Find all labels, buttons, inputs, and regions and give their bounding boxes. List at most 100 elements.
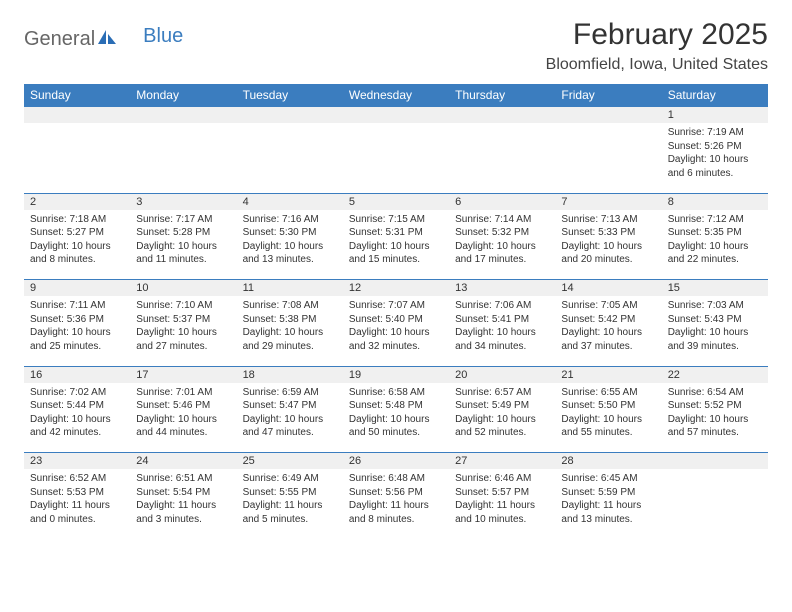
sunrise-text: Sunrise: 7:08 AM <box>243 299 337 313</box>
day-detail-cell: Sunrise: 6:54 AMSunset: 5:52 PMDaylight:… <box>662 383 768 453</box>
day-number-cell: 18 <box>237 366 343 383</box>
sunset-text: Sunset: 5:56 PM <box>349 486 443 500</box>
day-number-cell: 10 <box>130 280 236 297</box>
location-text: Bloomfield, Iowa, United States <box>546 56 768 74</box>
daylight-text: Daylight: 10 hours and 32 minutes. <box>349 326 443 353</box>
day-number-cell: 20 <box>449 366 555 383</box>
sunset-text: Sunset: 5:50 PM <box>561 399 655 413</box>
daylight-text: Daylight: 10 hours and 27 minutes. <box>136 326 230 353</box>
day-detail-cell: Sunrise: 7:01 AMSunset: 5:46 PMDaylight:… <box>130 383 236 453</box>
calendar-table: SundayMondayTuesdayWednesdayThursdayFrid… <box>24 84 768 539</box>
day-detail-cell: Sunrise: 7:03 AMSunset: 5:43 PMDaylight:… <box>662 296 768 366</box>
sunset-text: Sunset: 5:44 PM <box>30 399 124 413</box>
day-detail-cell: Sunrise: 7:08 AMSunset: 5:38 PMDaylight:… <box>237 296 343 366</box>
daylight-text: Daylight: 10 hours and 29 minutes. <box>243 326 337 353</box>
daylight-text: Daylight: 11 hours and 3 minutes. <box>136 499 230 526</box>
day-number-cell: 13 <box>449 280 555 297</box>
sunrise-text: Sunrise: 6:58 AM <box>349 386 443 400</box>
day-number-row: 16171819202122 <box>24 366 768 383</box>
sunset-text: Sunset: 5:54 PM <box>136 486 230 500</box>
day-detail-row: Sunrise: 7:02 AMSunset: 5:44 PMDaylight:… <box>24 383 768 453</box>
day-detail-cell: Sunrise: 7:12 AMSunset: 5:35 PMDaylight:… <box>662 210 768 280</box>
day-detail-cell: Sunrise: 7:05 AMSunset: 5:42 PMDaylight:… <box>555 296 661 366</box>
day-detail-cell: Sunrise: 7:06 AMSunset: 5:41 PMDaylight:… <box>449 296 555 366</box>
day-detail-cell <box>24 123 130 193</box>
month-title: February 2025 <box>546 18 768 52</box>
calendar-head: SundayMondayTuesdayWednesdayThursdayFrid… <box>24 84 768 107</box>
day-number-cell <box>24 107 130 124</box>
logo: General Blue <box>24 28 183 51</box>
day-number-cell: 26 <box>343 453 449 470</box>
day-number-cell: 16 <box>24 366 130 383</box>
calendar-page: General Blue February 2025 Bloomfield, I… <box>0 0 792 563</box>
sunset-text: Sunset: 5:27 PM <box>30 226 124 240</box>
sunrise-text: Sunrise: 7:01 AM <box>136 386 230 400</box>
sunrise-text: Sunrise: 6:52 AM <box>30 472 124 486</box>
title-block: February 2025 Bloomfield, Iowa, United S… <box>546 18 768 74</box>
day-detail-cell: Sunrise: 6:51 AMSunset: 5:54 PMDaylight:… <box>130 469 236 539</box>
sunset-text: Sunset: 5:26 PM <box>668 140 762 154</box>
day-detail-cell: Sunrise: 6:52 AMSunset: 5:53 PMDaylight:… <box>24 469 130 539</box>
day-number-row: 232425262728 <box>24 453 768 470</box>
daylight-text: Daylight: 10 hours and 44 minutes. <box>136 413 230 440</box>
day-detail-cell <box>343 123 449 193</box>
sunset-text: Sunset: 5:48 PM <box>349 399 443 413</box>
sunrise-text: Sunrise: 7:15 AM <box>349 213 443 227</box>
sunrise-text: Sunrise: 7:13 AM <box>561 213 655 227</box>
day-header-cell: Sunday <box>24 84 130 107</box>
sunrise-text: Sunrise: 7:07 AM <box>349 299 443 313</box>
day-detail-cell: Sunrise: 6:49 AMSunset: 5:55 PMDaylight:… <box>237 469 343 539</box>
daylight-text: Daylight: 10 hours and 57 minutes. <box>668 413 762 440</box>
sunset-text: Sunset: 5:31 PM <box>349 226 443 240</box>
day-number-cell: 1 <box>662 107 768 124</box>
day-header-cell: Tuesday <box>237 84 343 107</box>
daylight-text: Daylight: 10 hours and 13 minutes. <box>243 240 337 267</box>
sunset-text: Sunset: 5:52 PM <box>668 399 762 413</box>
sunrise-text: Sunrise: 7:05 AM <box>561 299 655 313</box>
day-number-cell: 12 <box>343 280 449 297</box>
sunset-text: Sunset: 5:41 PM <box>455 313 549 327</box>
daylight-text: Daylight: 10 hours and 50 minutes. <box>349 413 443 440</box>
calendar-body: 1Sunrise: 7:19 AMSunset: 5:26 PMDaylight… <box>24 107 768 540</box>
day-detail-cell: Sunrise: 6:59 AMSunset: 5:47 PMDaylight:… <box>237 383 343 453</box>
day-number-cell <box>130 107 236 124</box>
day-detail-cell: Sunrise: 6:45 AMSunset: 5:59 PMDaylight:… <box>555 469 661 539</box>
day-detail-cell: Sunrise: 6:46 AMSunset: 5:57 PMDaylight:… <box>449 469 555 539</box>
daylight-text: Daylight: 10 hours and 11 minutes. <box>136 240 230 267</box>
sunrise-text: Sunrise: 7:17 AM <box>136 213 230 227</box>
sunset-text: Sunset: 5:43 PM <box>668 313 762 327</box>
daylight-text: Daylight: 10 hours and 39 minutes. <box>668 326 762 353</box>
daylight-text: Daylight: 11 hours and 5 minutes. <box>243 499 337 526</box>
day-detail-cell: Sunrise: 7:18 AMSunset: 5:27 PMDaylight:… <box>24 210 130 280</box>
logo-sail-icon <box>97 28 117 51</box>
sunrise-text: Sunrise: 6:49 AM <box>243 472 337 486</box>
logo-text-1: General <box>24 28 95 51</box>
day-detail-cell <box>449 123 555 193</box>
daylight-text: Daylight: 11 hours and 10 minutes. <box>455 499 549 526</box>
day-detail-cell: Sunrise: 7:07 AMSunset: 5:40 PMDaylight:… <box>343 296 449 366</box>
daylight-text: Daylight: 10 hours and 34 minutes. <box>455 326 549 353</box>
day-detail-cell: Sunrise: 6:48 AMSunset: 5:56 PMDaylight:… <box>343 469 449 539</box>
daylight-text: Daylight: 10 hours and 52 minutes. <box>455 413 549 440</box>
sunset-text: Sunset: 5:53 PM <box>30 486 124 500</box>
day-number-row: 1 <box>24 107 768 124</box>
day-number-row: 9101112131415 <box>24 280 768 297</box>
day-detail-cell: Sunrise: 7:19 AMSunset: 5:26 PMDaylight:… <box>662 123 768 193</box>
daylight-text: Daylight: 10 hours and 8 minutes. <box>30 240 124 267</box>
day-number-cell: 24 <box>130 453 236 470</box>
day-number-cell: 5 <box>343 193 449 210</box>
daylight-text: Daylight: 11 hours and 13 minutes. <box>561 499 655 526</box>
daylight-text: Daylight: 10 hours and 6 minutes. <box>668 153 762 180</box>
day-detail-cell: Sunrise: 6:58 AMSunset: 5:48 PMDaylight:… <box>343 383 449 453</box>
daylight-text: Daylight: 10 hours and 17 minutes. <box>455 240 549 267</box>
daylight-text: Daylight: 10 hours and 42 minutes. <box>30 413 124 440</box>
daylight-text: Daylight: 10 hours and 47 minutes. <box>243 413 337 440</box>
day-number-cell <box>555 107 661 124</box>
sunrise-text: Sunrise: 7:06 AM <box>455 299 549 313</box>
sunset-text: Sunset: 5:36 PM <box>30 313 124 327</box>
sunrise-text: Sunrise: 7:02 AM <box>30 386 124 400</box>
day-detail-cell <box>662 469 768 539</box>
sunset-text: Sunset: 5:35 PM <box>668 226 762 240</box>
sunrise-text: Sunrise: 7:12 AM <box>668 213 762 227</box>
sunrise-text: Sunrise: 6:48 AM <box>349 472 443 486</box>
